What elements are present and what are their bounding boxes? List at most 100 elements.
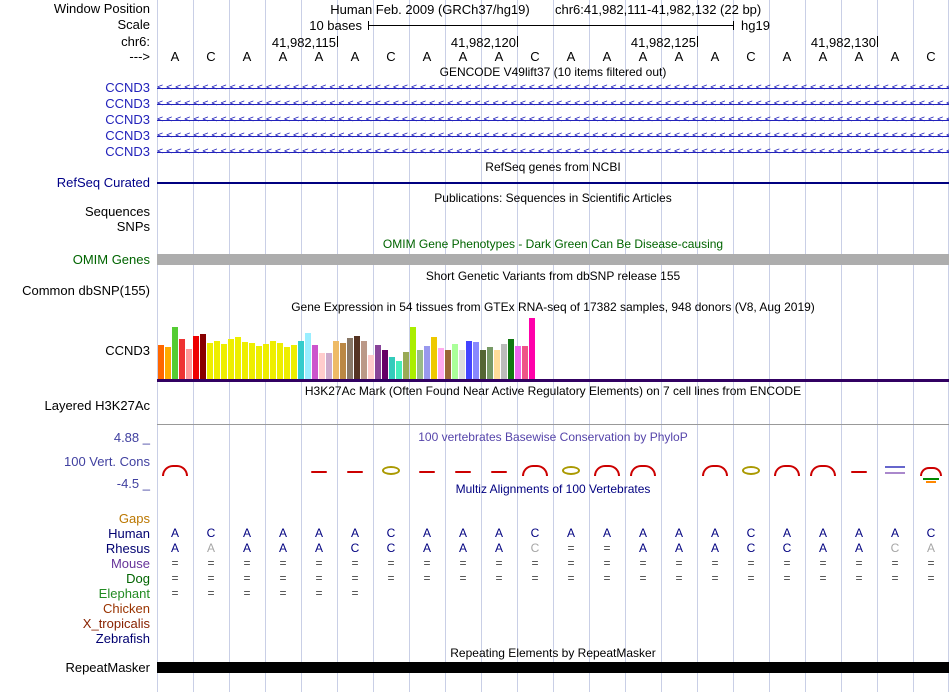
- sequence-base: A: [566, 49, 576, 64]
- grid-line: [913, 0, 914, 692]
- alignment-base: =: [243, 556, 251, 570]
- gene-name-label[interactable]: CCND3: [105, 144, 150, 159]
- gtex-header[interactable]: Gene Expression in 54 tissues from GTEx …: [291, 300, 815, 314]
- species-label-gaps[interactable]: Gaps: [118, 511, 150, 526]
- alignment-base: =: [567, 541, 575, 555]
- alignment-base: A: [782, 526, 791, 540]
- omim-genes-track[interactable]: [157, 254, 949, 265]
- gtex-gene-label[interactable]: CCND3: [105, 343, 150, 358]
- gtex-tissue-bar: [459, 350, 465, 379]
- conservation-mark: [774, 465, 800, 476]
- conservation-mark: [923, 478, 939, 480]
- dbsnp-label[interactable]: Common dbSNP(155): [22, 283, 150, 298]
- gene-name-label[interactable]: CCND3: [105, 96, 150, 111]
- gtex-tissue-bar: [312, 345, 318, 379]
- gene-model[interactable]: <<<<<<<<<<<<<<<<<<<<<<<<<<<<<<<<<<<<<<<<…: [157, 144, 949, 160]
- alignment-base: =: [351, 556, 359, 570]
- repeatmasker-track[interactable]: [157, 662, 949, 673]
- alignment-base: C: [746, 526, 756, 540]
- sequence-base: C: [746, 49, 756, 64]
- alignment-base: =: [855, 571, 863, 585]
- species-label-dog[interactable]: Dog: [126, 571, 150, 586]
- alignment-base: A: [278, 541, 287, 555]
- sequence-base: A: [674, 49, 684, 64]
- alignment-base: =: [603, 571, 611, 585]
- refseq-curated-label[interactable]: RefSeq Curated: [56, 175, 150, 190]
- alignment-base: =: [603, 556, 611, 570]
- position-text: chr6:41,982,111-41,982,132 (22 bp): [555, 2, 762, 17]
- species-label-human[interactable]: Human: [108, 526, 150, 541]
- gtex-tissue-bar: [452, 344, 458, 379]
- multiz-header[interactable]: Multiz Alignments of 100 Vertebrates: [455, 482, 651, 496]
- phylop-track-label[interactable]: 100 Vert. Cons: [64, 454, 150, 469]
- gtex-tissue-bar: [361, 341, 367, 379]
- repeatmasker-header[interactable]: Repeating Elements by RepeatMasker: [450, 646, 656, 660]
- alignment-base: =: [495, 556, 503, 570]
- h3k27ac-baseline: [157, 424, 949, 425]
- gtex-tissue-bar: [214, 341, 220, 379]
- alignment-base: =: [423, 556, 431, 570]
- alignment-base: A: [494, 541, 503, 555]
- alignment-base: =: [891, 571, 899, 585]
- gtex-tissue-bar: [375, 345, 381, 379]
- alignment-base: A: [278, 526, 287, 540]
- chrom-label: chr6:: [121, 34, 150, 49]
- dbsnp-header[interactable]: Short Genetic Variants from dbSNP releas…: [425, 269, 681, 283]
- gene-model[interactable]: <<<<<<<<<<<<<<<<<<<<<<<<<<<<<<<<<<<<<<<<…: [157, 112, 949, 128]
- publications-row-label[interactable]: Sequences: [84, 204, 150, 219]
- h3k27ac-header[interactable]: H3K27Ac Mark (Often Found Near Active Re…: [304, 384, 802, 398]
- ruler-tick-mark: [697, 36, 698, 47]
- publications-header[interactable]: Publications: Sequences in Scientific Ar…: [434, 191, 672, 205]
- sequence-base: A: [854, 49, 864, 64]
- gene-name-label[interactable]: CCND3: [105, 80, 150, 95]
- alignment-base: =: [747, 571, 755, 585]
- conservation-mark: [702, 465, 728, 476]
- gene-name-label[interactable]: CCND3: [105, 128, 150, 143]
- ruler-tick-mark: [877, 36, 878, 47]
- publications-row-label[interactable]: SNPs: [116, 219, 150, 234]
- gene-model[interactable]: <<<<<<<<<<<<<<<<<<<<<<<<<<<<<<<<<<<<<<<<…: [157, 96, 949, 112]
- gtex-tissue-bar: [487, 347, 493, 379]
- gtex-tissue-bar: [515, 346, 521, 379]
- sequence-base: A: [602, 49, 612, 64]
- gtex-tissue-bar: [284, 347, 290, 379]
- grid-line: [553, 0, 554, 692]
- repeatmasker-label[interactable]: RepeatMasker: [65, 660, 150, 675]
- refseq-header[interactable]: RefSeq genes from NCBI: [485, 160, 621, 174]
- gtex-tissue-bar: [319, 353, 325, 379]
- grid-line: [661, 0, 662, 692]
- grid-line: [445, 0, 446, 692]
- gtex-tissue-bar: [165, 347, 171, 379]
- species-label-mouse[interactable]: Mouse: [110, 556, 150, 571]
- h3k27ac-label[interactable]: Layered H3K27Ac: [44, 398, 150, 413]
- sequence-base: A: [314, 49, 324, 64]
- gene-name-label[interactable]: CCND3: [105, 112, 150, 127]
- species-label-zebrafish[interactable]: Zebrafish: [95, 631, 150, 646]
- ruler-tick-mark: [517, 36, 518, 47]
- alignment-base: A: [638, 526, 647, 540]
- gene-model[interactable]: <<<<<<<<<<<<<<<<<<<<<<<<<<<<<<<<<<<<<<<<…: [157, 128, 949, 144]
- species-label-elephant[interactable]: Elephant: [98, 586, 150, 601]
- phylop-header[interactable]: 100 vertebrates Basewise Conservation by…: [418, 430, 688, 444]
- conservation-mark: [311, 471, 327, 473]
- species-label-chicken[interactable]: Chicken: [103, 601, 150, 616]
- gene-model[interactable]: <<<<<<<<<<<<<<<<<<<<<<<<<<<<<<<<<<<<<<<<…: [157, 80, 949, 96]
- alignment-base: A: [854, 541, 863, 555]
- gtex-tissue-bar: [473, 342, 479, 379]
- alignment-base: =: [747, 556, 755, 570]
- species-label-x_tropicalis[interactable]: X_tropicalis: [82, 616, 150, 631]
- conservation-mark: [594, 465, 620, 476]
- alignment-base: =: [315, 571, 323, 585]
- omim-header[interactable]: OMIM Gene Phenotypes - Dark Green Can Be…: [382, 237, 724, 251]
- omim-genes-label[interactable]: OMIM Genes: [72, 252, 150, 267]
- ruler-tick-mark: [337, 36, 338, 47]
- alignment-base: A: [314, 526, 323, 540]
- alignment-base: A: [422, 541, 431, 555]
- species-label-rhesus[interactable]: Rhesus: [105, 541, 150, 556]
- gencode-header[interactable]: GENCODE V49lift37 (10 items filtered out…: [439, 65, 667, 79]
- refseq-curated-track[interactable]: [157, 182, 949, 184]
